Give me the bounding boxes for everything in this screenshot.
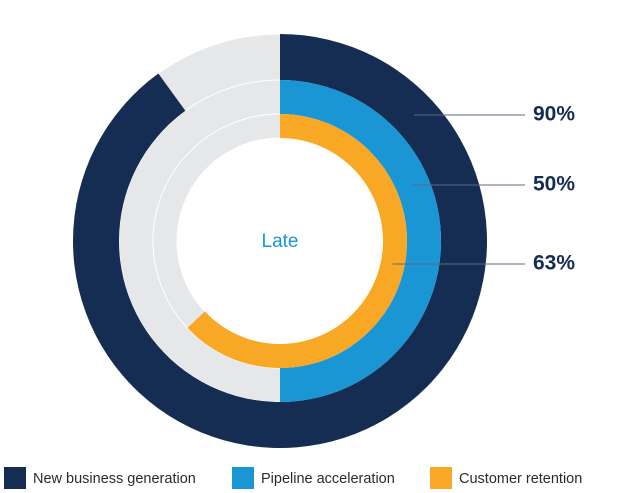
legend-label: Pipeline acceleration (261, 471, 395, 487)
legend-swatch (4, 467, 26, 489)
value-label: 63% (533, 252, 575, 275)
legend-swatch (430, 467, 452, 489)
legend-swatch (232, 467, 254, 489)
center-label: Late (262, 231, 299, 252)
value-label: 90% (533, 103, 575, 126)
ring-arc (187, 114, 407, 368)
legend-label: New business generation (33, 471, 196, 487)
value-label: 50% (533, 173, 575, 196)
legend-label: Customer retention (459, 471, 582, 487)
ring-arc (280, 80, 441, 402)
